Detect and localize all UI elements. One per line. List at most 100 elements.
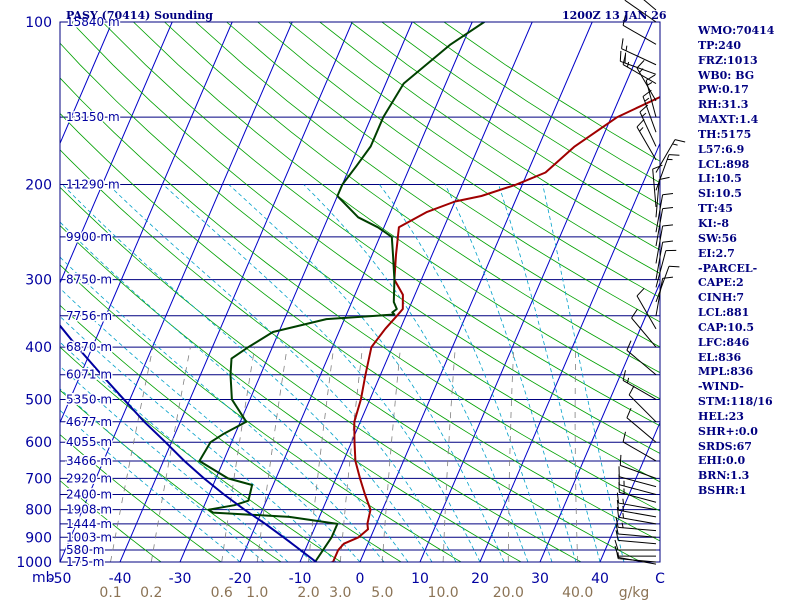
wind-barb	[622, 15, 657, 45]
sounding-traces	[60, 22, 660, 562]
moist-adiabat	[60, 341, 313, 562]
mixing-ratio-line	[110, 347, 154, 562]
dry-adiabat	[60, 389, 282, 562]
stat-item: PW:0.17	[698, 83, 749, 97]
stat-item: LCL:898	[698, 157, 750, 171]
mixing-ratio-line	[256, 347, 288, 562]
height-label: 6870 m	[66, 340, 112, 354]
height-label: 1444 m	[66, 517, 112, 531]
height-label: 13150 m	[66, 110, 120, 124]
moist-adiabat	[163, 184, 481, 562]
wind-barb	[614, 539, 656, 551]
height-label: 11290 m	[66, 178, 120, 192]
height-label: 9900 m	[66, 230, 112, 244]
pressure-tick-label: 400	[25, 340, 52, 356]
stat-item: WMO:70414	[698, 24, 775, 37]
stat-item: LI:10.5	[698, 172, 742, 186]
mixing-ratio-label: 2.0	[297, 585, 319, 600]
moist-adiabat	[60, 256, 385, 562]
pressure-tick-label: 200	[25, 178, 52, 194]
height-label: 3466 m	[66, 454, 112, 468]
height-label: 2920 m	[66, 471, 112, 485]
stat-item: SI:10.5	[698, 187, 742, 201]
isotherm-line	[239, 22, 473, 562]
moist-adiabat	[303, 184, 529, 562]
wind-barb	[655, 154, 680, 191]
parcel-trace	[60, 324, 318, 562]
wind-barb	[622, 431, 657, 462]
temperature-trace	[328, 95, 660, 562]
dry-adiabat	[226, 22, 660, 323]
isotherm-line	[60, 22, 173, 285]
stat-item: LCL:881	[698, 306, 750, 320]
temperature-tick-label: 10	[411, 571, 429, 587]
wind-barb	[628, 385, 657, 423]
moist-adiabat	[108, 184, 457, 562]
wind-barb	[616, 506, 657, 525]
moist-adiabat	[62, 184, 433, 562]
stat-item: LFC:846	[698, 335, 750, 349]
wind-barb	[619, 454, 657, 479]
stat-item: EL:836	[698, 350, 742, 364]
stat-item: RH:31.3	[698, 98, 749, 112]
station-title: PASY (70414) Sounding	[66, 9, 213, 22]
stat-item: -WIND-	[698, 380, 744, 394]
mixing-ratio-label: 10.0	[428, 585, 459, 600]
wind-barb	[615, 517, 657, 532]
wind-barb	[655, 176, 670, 218]
mixing-ratio-label: 0.6	[211, 585, 233, 600]
dry-adiabat	[60, 77, 660, 512]
pressure-tick-label: 1000	[16, 555, 52, 571]
isotherm-line	[179, 22, 413, 562]
dry-adiabat	[60, 224, 522, 562]
mixing-ratio-label: 40.0	[562, 585, 593, 600]
stat-item: SW:56	[698, 231, 737, 245]
pressure-tick-label: 100	[25, 15, 52, 31]
wind-barb	[655, 206, 674, 247]
wind-barb	[631, 309, 657, 348]
height-label: 5350 m	[66, 392, 112, 406]
mixing-ratio-line	[507, 347, 515, 562]
temperature-tick-label: -10	[289, 571, 312, 587]
mixing-ratio-label: 5.0	[371, 585, 393, 600]
wind-barb	[622, 370, 657, 400]
height-label: 1003 m	[66, 530, 112, 544]
temperature-tick-label: -30	[169, 571, 192, 587]
wind-barb	[616, 492, 657, 511]
dry-adiabat	[71, 22, 660, 454]
height-label: 8750 m	[66, 273, 112, 287]
mixing-ratio-line	[442, 347, 456, 562]
wind-barb	[618, 466, 657, 488]
isotherm-line	[479, 142, 660, 562]
height-label: 1908 m	[66, 503, 112, 517]
stat-item: FRZ:1013	[698, 53, 758, 67]
stat-item: CINH:7	[698, 291, 745, 305]
mixing-ratio-line	[150, 347, 191, 562]
stat-item: EHI:0.0	[698, 454, 746, 468]
moist-adiabat	[498, 184, 601, 562]
wind-barb	[655, 249, 677, 288]
wind-barb	[636, 118, 657, 161]
mixing-ratio-label: 1.0	[246, 585, 268, 600]
isotherm-line	[539, 281, 660, 562]
dry-adiabat	[257, 22, 660, 298]
stat-item: TH:5175	[698, 127, 752, 141]
mixing-ratio-label: 0.2	[140, 585, 162, 600]
height-label: 15840 m	[66, 15, 120, 29]
dewpoint-trace	[198, 22, 486, 562]
wind-barb	[626, 340, 657, 376]
temperature-tick-label: 40	[591, 571, 609, 587]
wind-barb	[655, 265, 680, 303]
mixing-ratio-line	[574, 347, 579, 562]
pressure-tick-label: 700	[25, 471, 52, 487]
moist-adiabat	[542, 184, 625, 562]
dry-adiabat	[102, 22, 660, 427]
wind-barbs	[614, 0, 686, 565]
dry-adiabat	[195, 22, 660, 348]
dry-adiabat	[288, 22, 660, 274]
height-label: 2400 m	[66, 488, 112, 502]
dry-adiabat	[60, 42, 660, 483]
background-grid	[60, 22, 660, 562]
height-label: 175 m	[66, 555, 104, 569]
